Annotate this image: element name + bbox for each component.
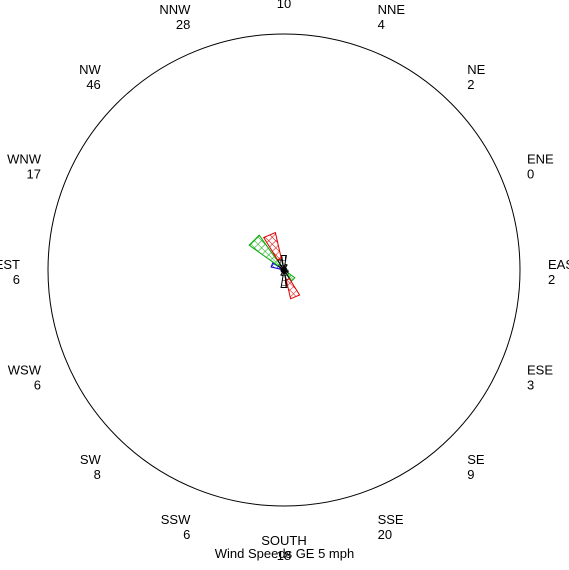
direction-label-wsw: WSW [8,363,42,378]
chart-title: Wind Speeds GE 5 mph [214,546,355,561]
direction-label-sw: SW [80,452,102,467]
direction-label-nne: NNE [378,2,406,17]
direction-label-ssw: SSW [161,512,191,527]
direction-label-ne: NE [467,62,485,77]
petal-south-band-0 [280,269,288,288]
direction-label-west: WEST [0,257,20,272]
direction-label-ese: ESE [527,363,553,378]
direction-label-nw: NW [79,62,101,77]
direction-count-nw: 46 [86,77,100,92]
direction-count-west: 6 [13,272,20,287]
petal-nnw-band-3 [262,231,282,261]
petal-wnw-band-1 [270,262,281,270]
petal-sse-band-3 [285,278,301,300]
petals-group [248,231,301,300]
petal-se-band-2 [286,272,296,282]
direction-count-east: 2 [548,272,555,287]
direction-count-nne: 4 [378,17,385,32]
direction-label-east: EAST [548,257,569,272]
direction-count-ne: 2 [467,77,474,92]
direction-label-se: SE [467,452,485,467]
direction-count-se: 9 [467,467,474,482]
direction-count-nnw: 28 [176,17,190,32]
direction-label-nnw: NNW [159,2,191,17]
direction-count-sse: 20 [378,527,392,542]
direction-label-south: SOUTH [261,533,307,548]
direction-count-wsw: 6 [34,378,41,393]
direction-count-wnw: 17 [27,166,41,181]
direction-count-south: 18 [277,548,291,563]
direction-count-ene: 0 [527,166,534,181]
direction-count-ssw: 6 [183,527,190,542]
direction-label-sse: SSE [378,512,404,527]
direction-label-wnw: WNW [7,151,42,166]
direction-label-ene: ENE [527,151,554,166]
direction-count-sw: 8 [94,467,101,482]
petal-nw-band-2 [248,234,281,267]
direction-count-north: 10 [277,0,291,11]
direction-count-ese: 3 [527,378,534,393]
outer-circle [47,33,521,507]
